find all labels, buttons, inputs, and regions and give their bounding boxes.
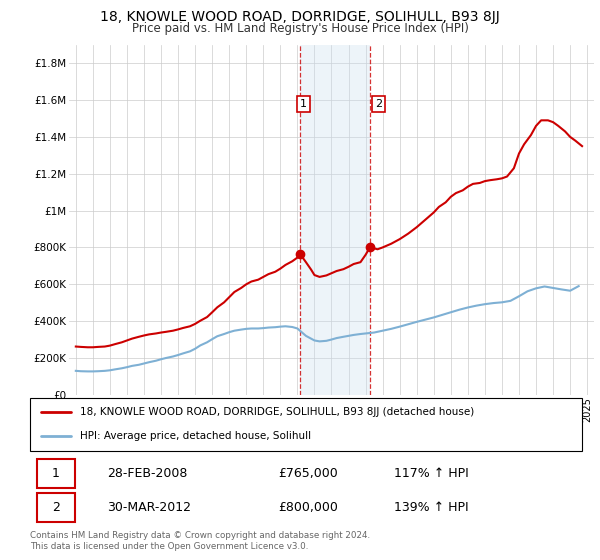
Text: 30-MAR-2012: 30-MAR-2012 [107, 501, 191, 514]
FancyBboxPatch shape [30, 398, 582, 451]
Text: £765,000: £765,000 [278, 467, 338, 480]
Text: 28-FEB-2008: 28-FEB-2008 [107, 467, 188, 480]
Bar [300, 45, 370, 395]
Text: 117% ↑ HPI: 117% ↑ HPI [394, 467, 469, 480]
Text: HPI: Average price, detached house, Solihull: HPI: Average price, detached house, Soli… [80, 431, 311, 441]
FancyBboxPatch shape [37, 493, 75, 522]
Text: 1: 1 [52, 467, 60, 480]
Text: 2: 2 [52, 501, 60, 514]
Text: 2: 2 [375, 99, 382, 109]
Text: 18, KNOWLE WOOD ROAD, DORRIDGE, SOLIHULL, B93 8JJ: 18, KNOWLE WOOD ROAD, DORRIDGE, SOLIHULL… [100, 10, 500, 24]
Text: This data is licensed under the Open Government Licence v3.0.: This data is licensed under the Open Gov… [30, 542, 308, 550]
Text: Contains HM Land Registry data © Crown copyright and database right 2024.: Contains HM Land Registry data © Crown c… [30, 531, 370, 540]
Text: 1: 1 [300, 99, 307, 109]
Text: £800,000: £800,000 [278, 501, 338, 514]
Text: Price paid vs. HM Land Registry's House Price Index (HPI): Price paid vs. HM Land Registry's House … [131, 22, 469, 35]
Text: 139% ↑ HPI: 139% ↑ HPI [394, 501, 469, 514]
Text: 18, KNOWLE WOOD ROAD, DORRIDGE, SOLIHULL, B93 8JJ (detached house): 18, KNOWLE WOOD ROAD, DORRIDGE, SOLIHULL… [80, 407, 474, 417]
FancyBboxPatch shape [37, 459, 75, 488]
